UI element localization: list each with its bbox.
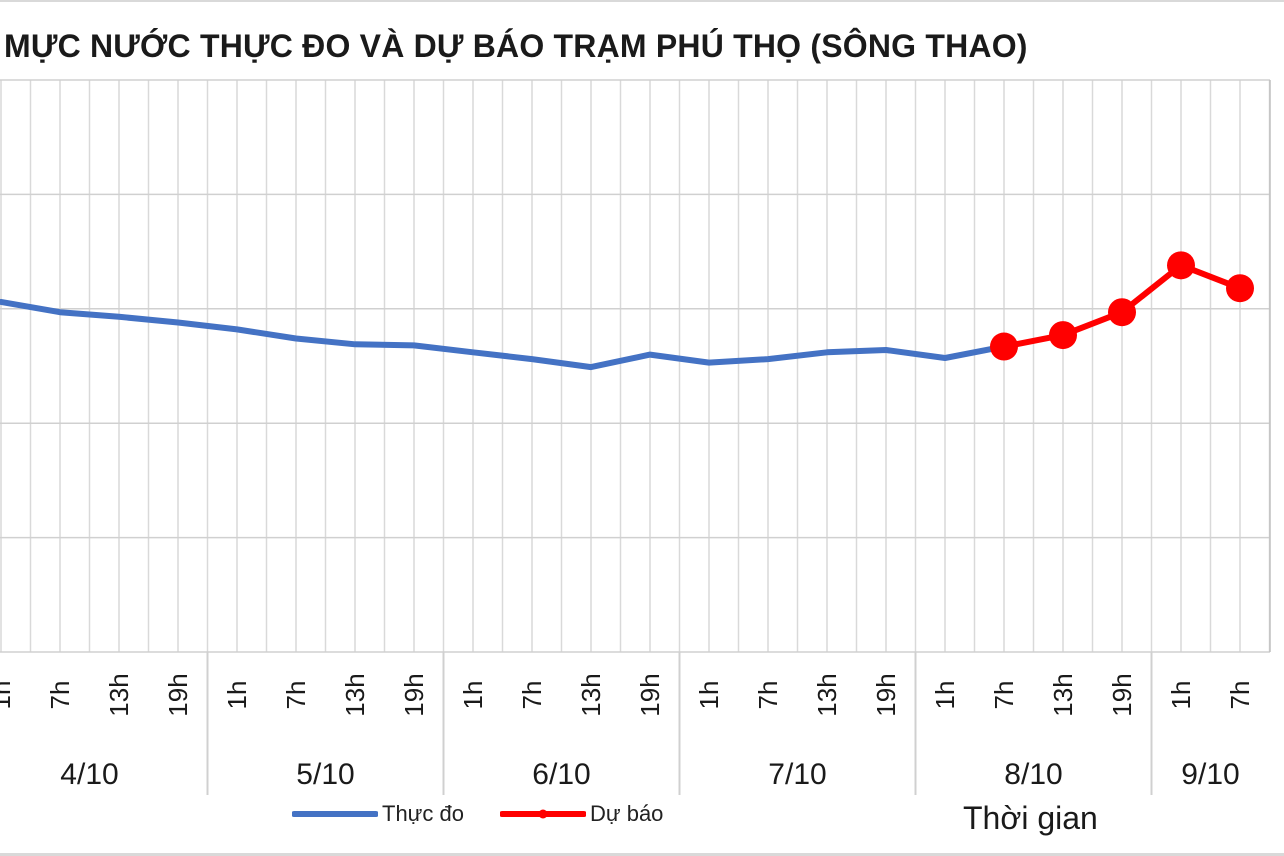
- x-tick-label-hour: 19h: [871, 673, 901, 716]
- chart-title: MỰC NƯỚC THỰC ĐO VÀ DỰ BÁO TRẠM PHÚ THỌ …: [4, 28, 1028, 64]
- x-tick-label-hour: 1h: [930, 681, 960, 710]
- legend-item-forecast: Dự báo: [499, 801, 664, 827]
- legend-label-measured: Thực đo: [382, 801, 464, 826]
- x-tick-label-hour: 19h: [399, 673, 429, 716]
- x-tick-label-hour: 7h: [753, 681, 783, 710]
- x-tick-label-hour: 1h: [222, 681, 252, 710]
- x-tick-label-hour: 1h: [458, 681, 488, 710]
- x-tick-label-hour: 1h: [694, 681, 724, 710]
- x-tick-label-hour: 1h: [1166, 681, 1196, 710]
- x-tick-label-hour: 13h: [104, 673, 134, 716]
- x-tick-label-hour: 19h: [163, 673, 193, 716]
- x-tick-label-day: 9/10: [1181, 758, 1239, 791]
- x-tick-label-hour: 7h: [989, 681, 1019, 710]
- forecast-point: [1226, 274, 1254, 303]
- forecast-point: [1049, 321, 1077, 350]
- forecast-point: [1167, 251, 1195, 280]
- x-tick-label-hour: 13h: [340, 673, 370, 716]
- x-tick-label-hour: 13h: [812, 673, 842, 716]
- x-tick-label-day: 6/10: [532, 758, 590, 791]
- x-tick-label-hour: 7h: [517, 681, 547, 710]
- legend-label-forecast: Dự báo: [589, 801, 664, 826]
- forecast-point: [990, 332, 1018, 361]
- legend: Thực đo Dự báo: [292, 798, 699, 830]
- x-tick-label-hour: 19h: [1107, 673, 1137, 716]
- x-tick-label-hour: 19h: [635, 673, 665, 716]
- gridlines: [0, 79, 1271, 653]
- legend-swatch-measured: [292, 811, 378, 817]
- x-tick-label-hour: 7h: [45, 681, 75, 710]
- x-tick-label-hour: 13h: [576, 673, 606, 716]
- forecast-point: [1108, 298, 1136, 327]
- x-tick-label-day: 4/10: [60, 758, 118, 791]
- series-layer: [0, 251, 1254, 371]
- x-tick-label-hour: 7h: [281, 681, 311, 710]
- frame-top-border: [0, 0, 1284, 2]
- x-tick-label-hour: 7h: [1225, 681, 1255, 710]
- x-tick-label-hour: 1h: [0, 681, 16, 710]
- x-axis: 1h 7h 13h 19h 1h 7h 13h 19h 1h 7h 13h 19h 1h 7h 13h 19h…: [0, 652, 1255, 795]
- legend-swatch-forecast: [499, 809, 586, 819]
- x-tick-label-day: 7/10: [768, 758, 826, 791]
- legend-item-measured: Thực đo: [292, 801, 464, 827]
- x-tick-label-hour: 13h: [1048, 673, 1078, 716]
- x-tick-label-day: 8/10: [1004, 758, 1062, 791]
- x-axis-title: Thời gian: [963, 800, 1098, 836]
- x-tick-label-day: 5/10: [296, 758, 354, 791]
- frame-bottom-border: [0, 853, 1284, 856]
- series-line-measured: [0, 298, 1007, 371]
